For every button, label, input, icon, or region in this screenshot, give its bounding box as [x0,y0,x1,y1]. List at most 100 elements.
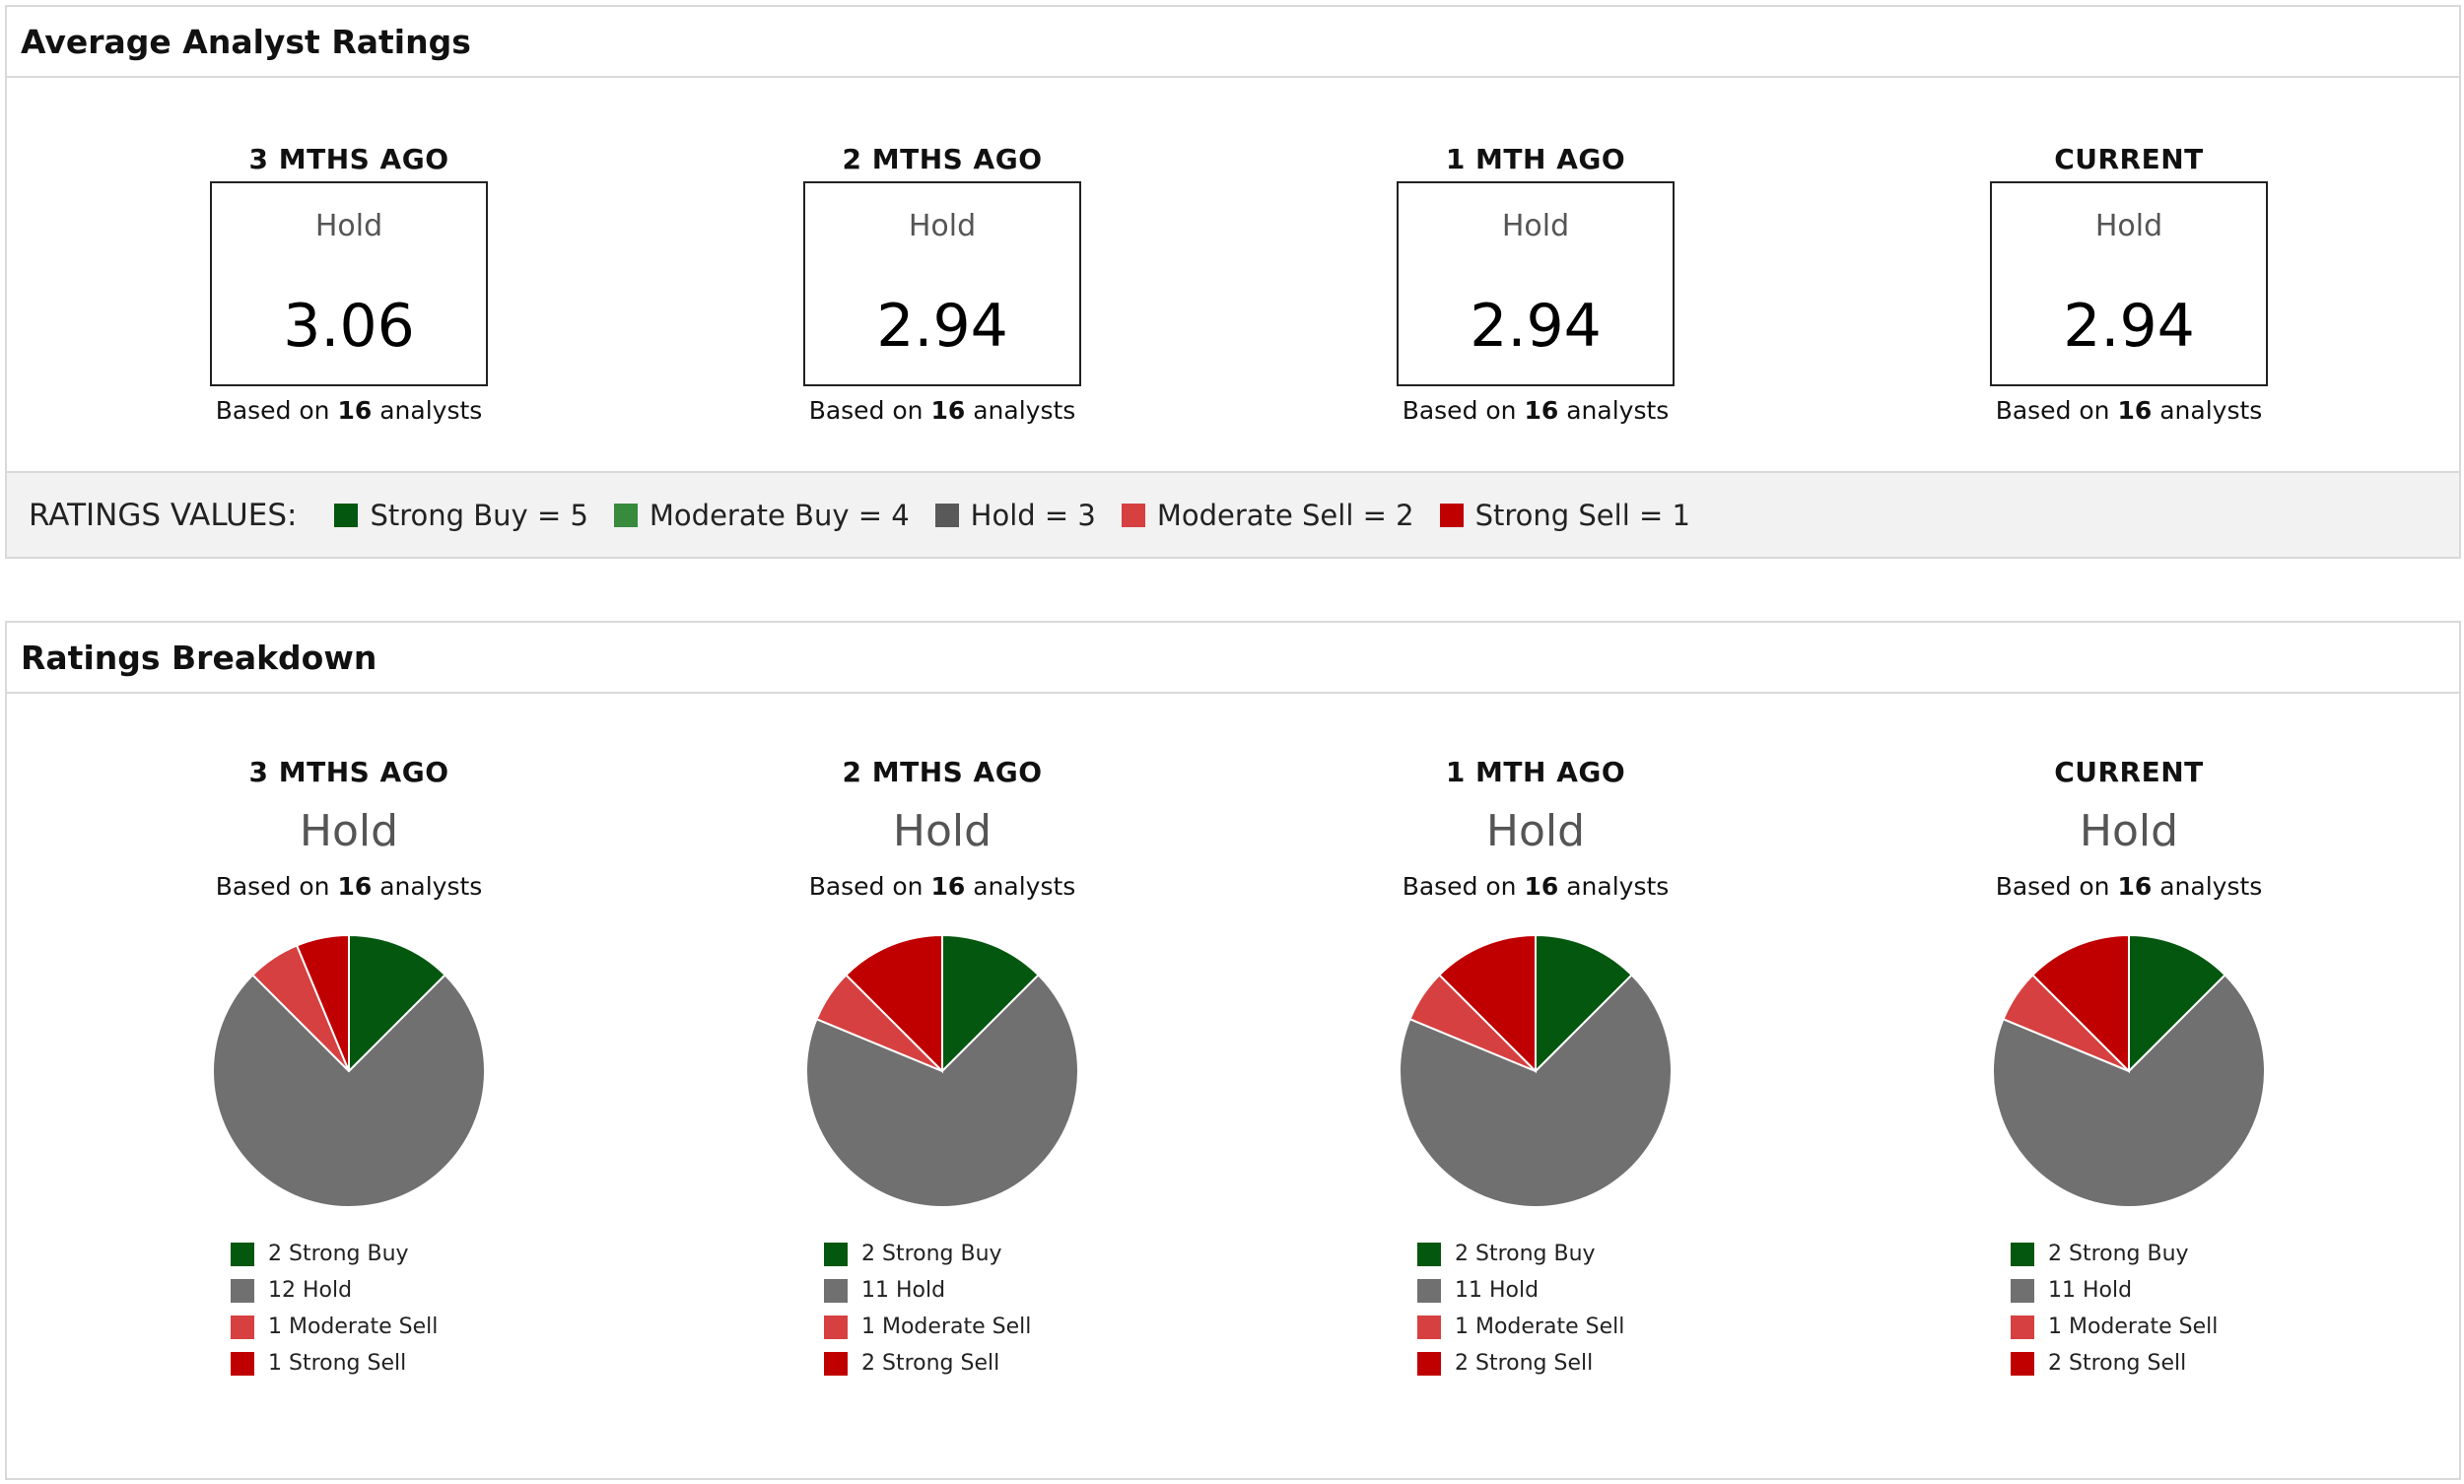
legend-item: 1 Strong Sell [231,1345,467,1382]
period-label: 2 MTHS AGO [842,143,1043,175]
pie-slice [1535,933,1633,1074]
value-moderate-sell: Moderate Sell = 2 [1121,499,1414,532]
legend-swatch-icon [824,1242,848,1266]
based-on-analysts: Based on 16 analysts [215,396,483,425]
rating-word: Hold [2094,209,2163,243]
rating-word: Hold [299,806,399,856]
breakdown-column-current: CURRENT Hold Based on 16 analysts 2 Stro… [1833,756,2425,1382]
ratings-pie-chart [805,933,1079,1208]
legend-item: 2 Strong Buy [824,1236,1061,1272]
pie-slice [1992,974,2266,1208]
pie-slice [1438,933,1537,1074]
pie-slice [348,933,446,1074]
ratings-breakdown-title: Ratings Breakdown [21,638,377,677]
legend-item: 2 Strong Buy [1417,1236,1654,1272]
rating-score: 2.94 [876,292,1008,361]
legend-swatch-icon [231,1242,254,1266]
ratings-pie-chart [1992,933,2266,1208]
analyst-count: 16 [337,872,373,901]
pie-legend: 2 Strong Buy 12 Hold 1 Moderate Sell 1 Stro… [231,1236,467,1382]
analyst-count: 16 [1524,872,1559,901]
analyst-count: 16 [930,872,966,901]
pie-slice [2128,933,2226,1074]
based-on-analysts: Based on 16 analysts [1995,396,2263,425]
legend-swatch-icon [231,1351,254,1376]
period-label: 3 MTHS AGO [248,143,449,175]
analyst-count: 16 [2117,396,2153,425]
legend-label: 2 Strong Buy [268,1242,409,1266]
legend-label: 11 Hold [2048,1278,2133,1303]
legend-swatch-icon [1417,1315,1441,1339]
legend-swatch-icon [1417,1242,1441,1266]
legend-label: 11 Hold [861,1278,946,1303]
swatch-icon [1439,503,1464,527]
pie-slice [845,933,943,1074]
swatch-icon [334,503,359,527]
legend-label: 1 Strong Sell [268,1351,407,1376]
legend-swatch-icon [2011,1351,2034,1376]
legend-item: 11 Hold [2011,1272,2247,1309]
rating-box: Hold 2.94 [803,181,1081,386]
rating-score: 3.06 [283,292,415,361]
value-hold: Hold = 3 [934,499,1096,532]
period-label: 2 MTHS AGO [842,756,1043,788]
legend-swatch-icon [1417,1351,1441,1376]
pie-legend: 2 Strong Buy 11 Hold 1 Moderate Sell 2 Stro… [824,1236,1061,1382]
analyst-count: 16 [1524,396,1559,425]
avg-column-3-months: 3 MTHS AGO Hold 3.06 Based on 16 analyst… [53,143,645,425]
avg-column-2-months: 2 MTHS AGO Hold 2.94 Based on 16 analyst… [647,143,1238,425]
rating-word: Hold [1501,209,1570,243]
pie-legend: 2 Strong Buy 11 Hold 1 Moderate Sell 2 Stro… [1417,1236,1654,1382]
pie-slice [212,974,486,1208]
ratings-breakdown-panel: Ratings Breakdown 3 MTHS AGO Hold Based … [5,621,2461,1480]
legend-label: 2 Strong Sell [2048,1351,2187,1376]
swatch-icon [934,503,959,527]
rating-score: 2.94 [1470,292,1602,361]
legend-swatch-icon [2011,1242,2034,1266]
ratings-pie-chart [1399,933,1673,1208]
rating-box: Hold 2.94 [1397,181,1675,386]
ratings-breakdown-header: Ratings Breakdown [7,623,2459,694]
legend-item: 2 Strong Buy [2011,1236,2247,1272]
legend-swatch-icon [824,1351,848,1376]
period-label: CURRENT [2054,756,2204,788]
based-on-analysts: Based on 16 analysts [808,396,1076,425]
legend-item: 2 Strong Sell [2011,1345,2247,1382]
legend-item: 2 Strong Buy [231,1236,467,1272]
period-label: 1 MTH AGO [1445,143,1626,175]
based-on-analysts: Based on 16 analysts [215,872,483,901]
legend-swatch-icon [824,1278,848,1303]
based-on-analysts: Based on 16 analysts [808,872,1076,901]
legend-item: 1 Moderate Sell [2011,1309,2247,1345]
legend-label: 1 Moderate Sell [861,1315,1032,1339]
pie-slice [941,933,1040,1074]
legend-label: 1 Moderate Sell [2048,1315,2219,1339]
pie-slice [805,974,1079,1208]
analyst-count: 16 [2117,872,2153,901]
legend-item: 2 Strong Sell [1417,1345,1654,1382]
legend-label: 2 Strong Buy [1455,1242,1596,1266]
rating-word: Hold [314,209,383,243]
rating-box: Hold 3.06 [210,181,488,386]
average-ratings-title: Average Analyst Ratings [21,22,471,61]
value-strong-sell: Strong Sell = 1 [1439,499,1690,532]
legend-label: 11 Hold [1455,1278,1540,1303]
legend-item: 1 Moderate Sell [824,1309,1061,1345]
average-ratings-header: Average Analyst Ratings [7,7,2459,78]
ratings-values-title: RATINGS VALUES: [29,497,298,533]
legend-label: 1 Moderate Sell [268,1315,439,1339]
legend-item: 1 Moderate Sell [1417,1309,1654,1345]
period-label: 1 MTH AGO [1445,756,1626,788]
pie-slice [1399,974,1673,1208]
breakdown-column-1-month: 1 MTH AGO Hold Based on 16 analysts 2 St… [1240,756,1831,1382]
legend-label: 2 Strong Sell [861,1351,1000,1376]
legend-item: 1 Moderate Sell [231,1309,467,1345]
pie-slice [295,933,350,1072]
avg-column-1-month: 1 MTH AGO Hold 2.94 Based on 16 analysts [1240,143,1831,425]
legend-label: 2 Strong Buy [2048,1242,2189,1266]
average-ratings-panel: Average Analyst Ratings 3 MTHS AGO Hold … [5,5,2461,559]
legend-swatch-icon [1417,1278,1441,1303]
based-on-analysts: Based on 16 analysts [1995,872,2263,901]
based-on-analysts: Based on 16 analysts [1402,872,1670,901]
legend-swatch-icon [231,1315,254,1339]
